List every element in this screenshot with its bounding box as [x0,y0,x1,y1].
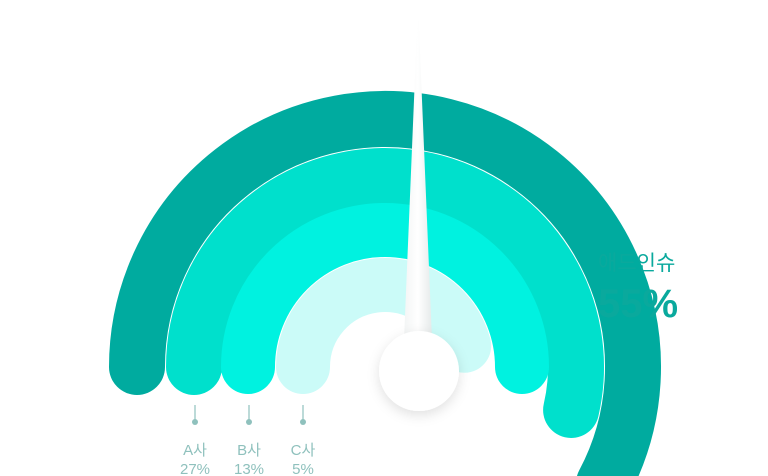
primary-label-group: 애드인슈 55% [598,252,678,326]
gauge-needle [379,4,459,411]
gauge-arc-4 [276,258,492,394]
competitor-name-3: C사 [291,442,316,459]
leader-dot-3 [300,419,306,425]
competitor-labels: A사 27% B사 13% C사 5% [180,405,316,476]
competitor-value-1: 27% [180,461,210,476]
competitor-value-3: 5% [292,461,314,476]
needle-pointer [404,4,432,340]
primary-name-label: 애드인슈 [598,252,675,275]
leader-dot-1 [192,419,198,425]
gauge-arc-3 [221,203,549,394]
gauge-arcs [109,91,661,476]
gauge-arc-2 [166,148,604,438]
primary-value-label: 55% [598,282,678,326]
competitor-value-2: 13% [234,461,264,476]
needle-hub [379,331,459,411]
competitor-name-2: B사 [237,442,261,459]
leader-dot-2 [246,419,252,425]
gauge-arc-1 [109,91,661,476]
competitor-name-1: A사 [183,442,207,459]
